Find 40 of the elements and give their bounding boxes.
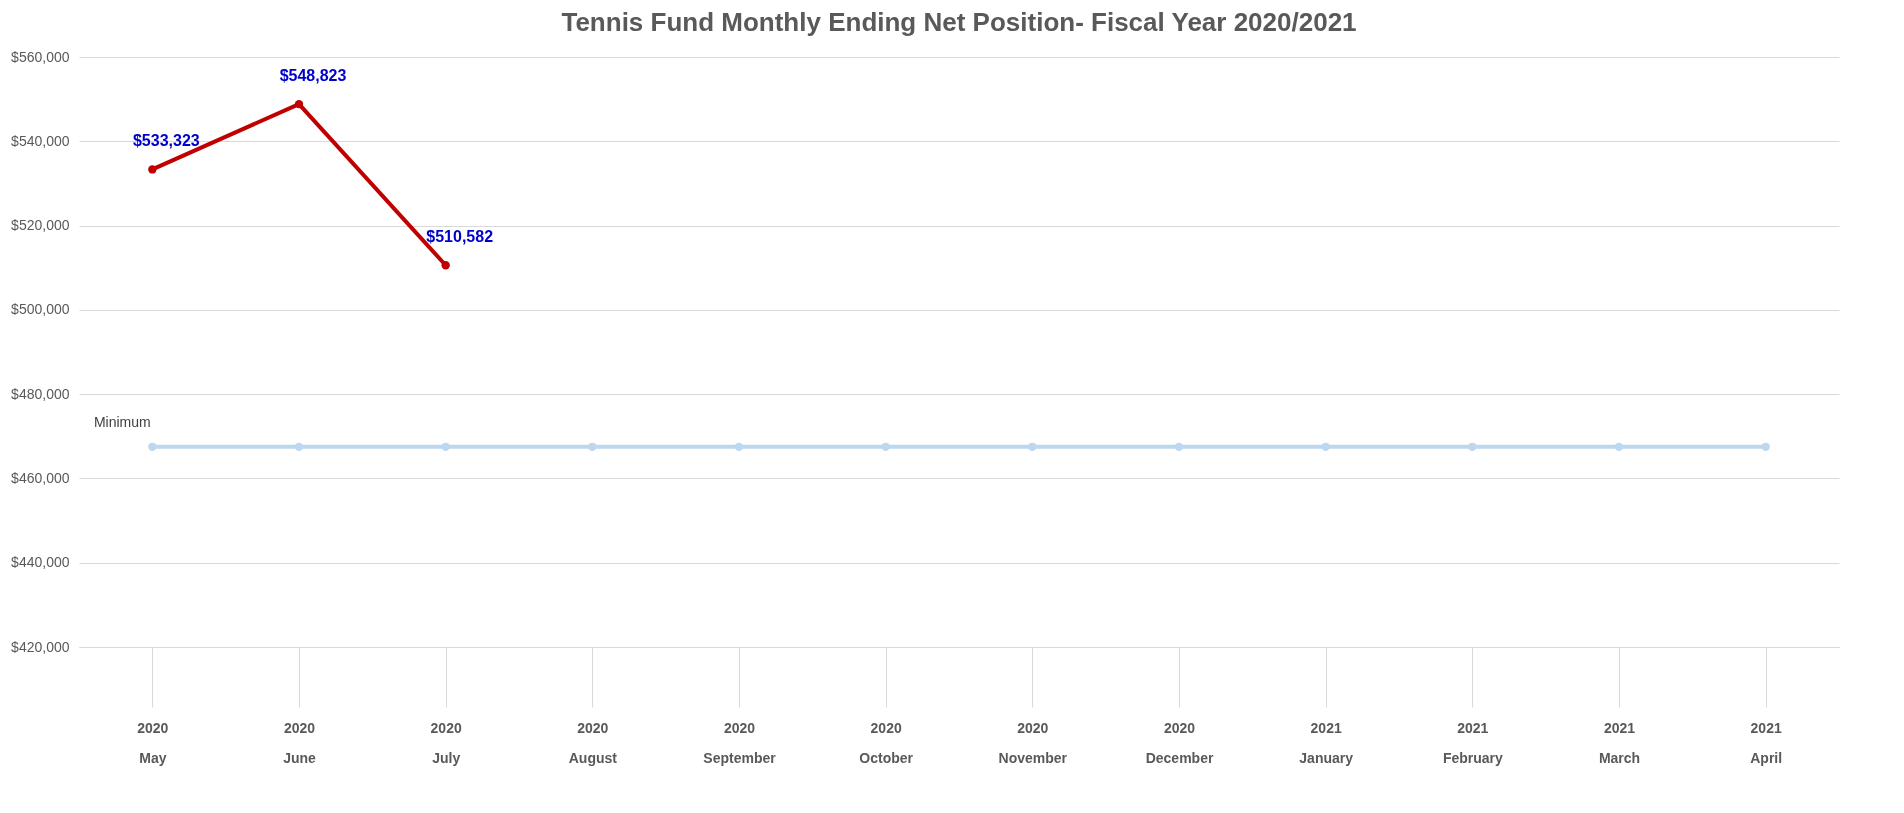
x-tick-label: 2020 September (703, 719, 777, 766)
x-tick-label: 2020 October (859, 719, 914, 766)
data-label: $548,823 (279, 67, 347, 85)
y-tick-label: $520,000 (11, 217, 70, 234)
chart-title: Tennis Fund Monthly Ending Net Position- Fiscal Year 2020/2021 (561, 7, 1357, 37)
y-tick-label: $560,000 (11, 48, 70, 65)
point (148, 442, 157, 451)
x-tick-label: 2020 August (568, 719, 618, 766)
point (1321, 442, 1330, 451)
point (441, 442, 450, 451)
point (294, 442, 304, 451)
point (294, 99, 304, 109)
x-tick-label: 2020 July (430, 719, 462, 766)
point (1468, 442, 1477, 451)
y-tick-label: $460,000 (11, 469, 70, 486)
x-tick-label: 2020 May (137, 719, 169, 766)
data-label: $510,582 (426, 228, 494, 246)
y-tick-label: $480,000 (11, 385, 70, 402)
x-tick-label: 2021 April (1750, 719, 1783, 766)
point (1761, 442, 1770, 451)
x-tick-label: 2020 November (998, 719, 1068, 766)
y-tick-label: $500,000 (11, 301, 70, 318)
x-tick-label: 2021 January (1299, 719, 1354, 766)
y-tick-label: $440,000 (11, 554, 70, 571)
point (441, 261, 450, 270)
point (1174, 442, 1184, 451)
x-tick-label: 2020 December (1145, 719, 1214, 766)
series-label: Minimum (93, 413, 151, 430)
point (1614, 442, 1624, 451)
y-tick-label: $540,000 (11, 132, 70, 149)
point (1028, 442, 1037, 451)
y-tick-label: $420,000 (11, 638, 70, 655)
x-tick-label: 2021 February (1442, 719, 1503, 766)
x-tick-label: 2020 June (283, 719, 317, 766)
data-label: $533,323 (132, 132, 200, 150)
point (881, 442, 890, 451)
x-tick-label: 2021 March (1598, 719, 1641, 766)
point (734, 442, 744, 451)
point (148, 165, 157, 174)
point (588, 442, 597, 451)
